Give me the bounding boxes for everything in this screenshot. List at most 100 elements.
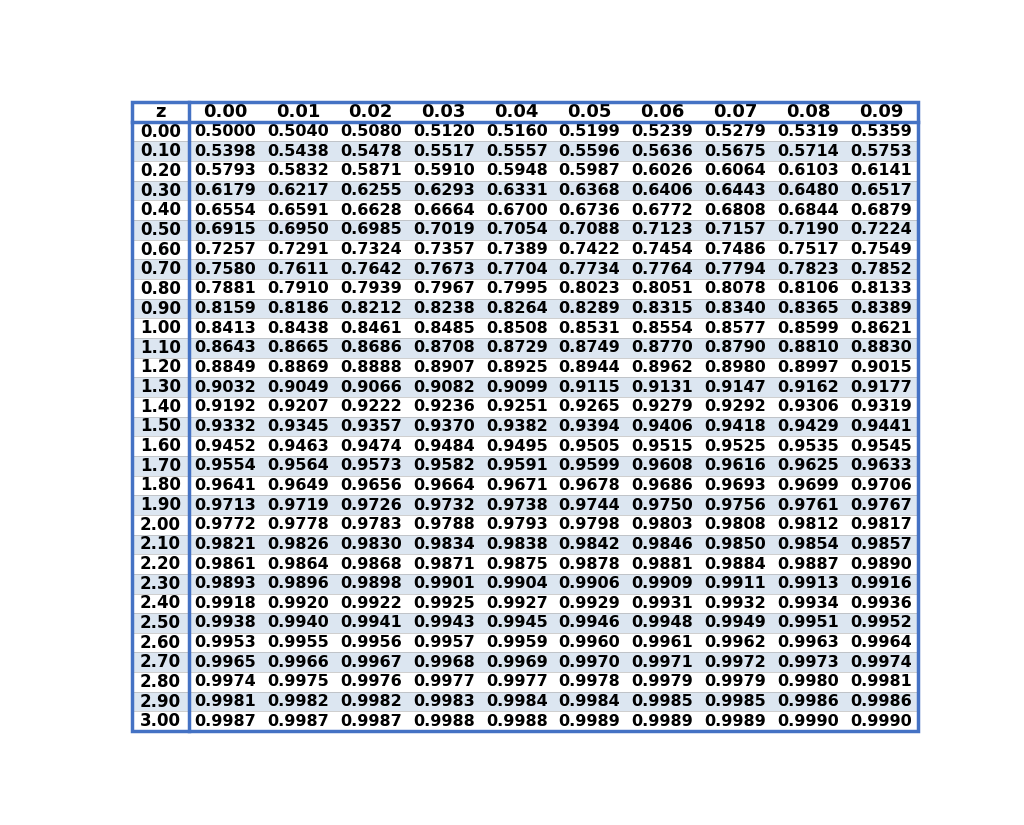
FancyBboxPatch shape: [261, 279, 335, 299]
FancyBboxPatch shape: [408, 475, 480, 495]
Text: 0.7486: 0.7486: [705, 242, 766, 257]
FancyBboxPatch shape: [132, 377, 188, 397]
Text: 0.9988: 0.9988: [485, 714, 548, 728]
FancyBboxPatch shape: [845, 515, 918, 535]
Text: 0.9599: 0.9599: [559, 458, 621, 474]
Text: 0.9977: 0.9977: [413, 675, 474, 690]
FancyBboxPatch shape: [408, 436, 480, 456]
FancyBboxPatch shape: [553, 711, 626, 731]
Text: 0.7764: 0.7764: [632, 262, 693, 276]
FancyBboxPatch shape: [408, 181, 480, 200]
FancyBboxPatch shape: [699, 515, 772, 535]
Text: 0.9961: 0.9961: [632, 635, 693, 650]
Text: 0.8413: 0.8413: [195, 321, 256, 336]
Text: 0.9545: 0.9545: [850, 439, 912, 454]
Text: 0.8790: 0.8790: [705, 341, 766, 356]
FancyBboxPatch shape: [132, 653, 188, 672]
Text: 0.9292: 0.9292: [705, 399, 766, 414]
FancyBboxPatch shape: [845, 613, 918, 633]
Text: 2.00: 2.00: [139, 516, 181, 534]
Text: 0.9850: 0.9850: [705, 537, 766, 552]
Text: 0.9177: 0.9177: [850, 380, 912, 394]
FancyBboxPatch shape: [335, 377, 408, 397]
Text: 0.9934: 0.9934: [777, 596, 839, 610]
Text: 0.9970: 0.9970: [559, 655, 621, 670]
FancyBboxPatch shape: [188, 279, 261, 299]
Text: 0.9394: 0.9394: [559, 419, 621, 434]
FancyBboxPatch shape: [408, 692, 480, 711]
Text: 1.40: 1.40: [139, 398, 181, 416]
Text: 0.8159: 0.8159: [195, 301, 256, 316]
Text: 0.6844: 0.6844: [777, 203, 839, 218]
Text: 0.6480: 0.6480: [777, 183, 839, 198]
Text: 0.5517: 0.5517: [413, 144, 474, 158]
FancyBboxPatch shape: [408, 141, 480, 161]
FancyBboxPatch shape: [553, 161, 626, 181]
Text: 0.9015: 0.9015: [850, 360, 912, 375]
FancyBboxPatch shape: [335, 417, 408, 436]
Text: 0.5120: 0.5120: [413, 124, 474, 139]
FancyBboxPatch shape: [335, 711, 408, 731]
FancyBboxPatch shape: [188, 417, 261, 436]
FancyBboxPatch shape: [553, 377, 626, 397]
FancyBboxPatch shape: [699, 711, 772, 731]
FancyBboxPatch shape: [553, 220, 626, 240]
Text: 1.00: 1.00: [140, 319, 180, 337]
Text: 0.6950: 0.6950: [267, 223, 329, 238]
Text: 0.8315: 0.8315: [632, 301, 693, 316]
FancyBboxPatch shape: [480, 653, 553, 672]
FancyBboxPatch shape: [408, 515, 480, 535]
FancyBboxPatch shape: [132, 535, 188, 554]
FancyBboxPatch shape: [261, 574, 335, 593]
Text: 0.9984: 0.9984: [559, 694, 621, 710]
Text: 0.8770: 0.8770: [632, 341, 693, 356]
FancyBboxPatch shape: [132, 633, 188, 653]
FancyBboxPatch shape: [261, 397, 335, 417]
FancyBboxPatch shape: [480, 358, 553, 377]
FancyBboxPatch shape: [335, 653, 408, 672]
Text: 0.8531: 0.8531: [559, 321, 621, 336]
Text: 0.9564: 0.9564: [267, 458, 329, 474]
Text: 0.7389: 0.7389: [485, 242, 548, 257]
FancyBboxPatch shape: [261, 436, 335, 456]
FancyBboxPatch shape: [699, 220, 772, 240]
Text: 0.9946: 0.9946: [559, 615, 621, 630]
FancyBboxPatch shape: [335, 220, 408, 240]
FancyBboxPatch shape: [132, 279, 188, 299]
Text: 0.6700: 0.6700: [485, 203, 548, 218]
Text: 0.9868: 0.9868: [340, 557, 401, 572]
FancyBboxPatch shape: [626, 279, 699, 299]
FancyBboxPatch shape: [772, 613, 845, 633]
Text: 0.6217: 0.6217: [267, 183, 329, 198]
FancyBboxPatch shape: [845, 102, 918, 122]
Text: 0.9973: 0.9973: [777, 655, 839, 670]
FancyBboxPatch shape: [699, 338, 772, 358]
FancyBboxPatch shape: [480, 535, 553, 554]
FancyBboxPatch shape: [132, 161, 188, 181]
FancyBboxPatch shape: [553, 653, 626, 672]
Text: 0.7852: 0.7852: [850, 262, 912, 276]
Text: 0.5000: 0.5000: [195, 124, 256, 139]
Text: 0.9951: 0.9951: [777, 615, 839, 630]
FancyBboxPatch shape: [553, 338, 626, 358]
FancyBboxPatch shape: [699, 318, 772, 338]
Text: 0.6554: 0.6554: [195, 203, 256, 218]
FancyBboxPatch shape: [772, 672, 845, 692]
Text: 0.9279: 0.9279: [632, 399, 693, 414]
FancyBboxPatch shape: [188, 672, 261, 692]
FancyBboxPatch shape: [553, 358, 626, 377]
FancyBboxPatch shape: [553, 633, 626, 653]
Text: 0.10: 0.10: [140, 142, 180, 160]
Text: 0.7019: 0.7019: [413, 223, 474, 238]
FancyBboxPatch shape: [335, 436, 408, 456]
Text: 2.30: 2.30: [139, 575, 181, 592]
Text: 0.9406: 0.9406: [632, 419, 693, 434]
Text: 0.5239: 0.5239: [632, 124, 693, 139]
Text: 0.9744: 0.9744: [559, 497, 621, 512]
FancyBboxPatch shape: [626, 613, 699, 633]
Text: 0.9418: 0.9418: [705, 419, 766, 434]
Text: 0.9591: 0.9591: [485, 458, 548, 474]
Text: 0.9115: 0.9115: [559, 380, 621, 394]
Text: 0.6915: 0.6915: [195, 223, 256, 238]
Text: 0.9515: 0.9515: [632, 439, 693, 454]
